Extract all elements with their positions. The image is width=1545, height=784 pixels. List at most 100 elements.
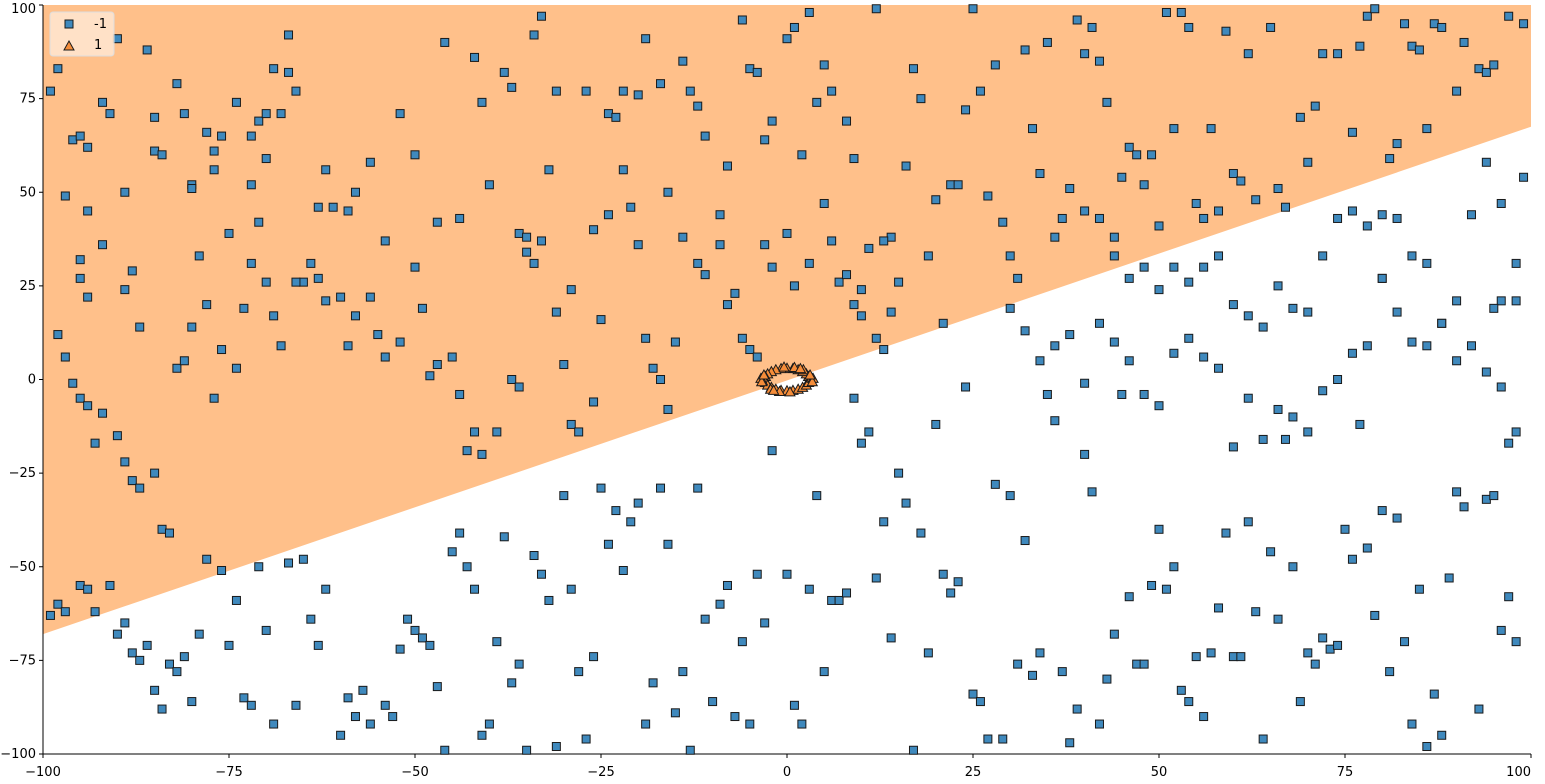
data-point-square [507, 678, 517, 688]
data-point-square [1065, 330, 1075, 340]
data-point-square [611, 506, 621, 516]
data-point-square [990, 479, 1000, 489]
data-point-square [112, 629, 122, 639]
data-point-square [127, 476, 137, 486]
data-point-square [350, 187, 360, 197]
data-point-square [901, 498, 911, 508]
data-point-square [633, 498, 643, 508]
data-point-square [98, 240, 108, 250]
data-point-square [179, 109, 189, 119]
data-point-square [551, 307, 561, 317]
data-point-square [1444, 573, 1454, 583]
data-point-square [432, 217, 442, 227]
x-tick-label: 25 [965, 765, 982, 780]
data-point-square [135, 322, 145, 332]
data-point-square [752, 352, 762, 362]
data-point-square [760, 135, 770, 145]
data-point-square [484, 180, 494, 190]
data-point-square [1258, 322, 1268, 332]
data-point-square [522, 247, 532, 257]
data-point-square [477, 730, 487, 740]
data-point-triangle [767, 384, 780, 395]
data-point-square [849, 300, 859, 310]
data-point-square [276, 109, 286, 119]
data-point-square [1072, 15, 1082, 25]
data-point-square [641, 719, 651, 729]
data-point-square [1362, 11, 1372, 21]
data-point-square [566, 584, 576, 594]
data-point-square [350, 311, 360, 321]
data-point-square [1191, 198, 1201, 208]
y-tick-label: −50 [9, 560, 36, 575]
data-point-square [1124, 592, 1134, 602]
data-point-square [45, 610, 55, 620]
data-point-square [715, 240, 725, 250]
data-point-square [246, 700, 256, 710]
data-point-square [1459, 37, 1469, 47]
data-point-square [380, 236, 390, 246]
data-point-square [1452, 86, 1462, 96]
data-point-square [75, 393, 85, 403]
data-point-square [760, 240, 770, 250]
data-point-square [1437, 318, 1447, 328]
data-point-square [455, 528, 465, 538]
data-point-square [708, 697, 718, 707]
data-point-square [507, 82, 517, 92]
data-point-square [1318, 386, 1328, 396]
data-point-square [1050, 341, 1060, 351]
data-point-square [656, 483, 666, 493]
data-point-square [1466, 210, 1476, 220]
data-point-square [1057, 667, 1067, 677]
data-point-square [782, 34, 792, 44]
data-point-square [737, 637, 747, 647]
data-point-square [1429, 19, 1439, 29]
data-point-square [1050, 232, 1060, 242]
data-point-square [447, 547, 457, 557]
y-tick-label: 75 [19, 92, 36, 107]
data-point-square [1080, 49, 1090, 59]
data-point-square [83, 292, 93, 302]
data-point-square [60, 352, 70, 362]
data-point-square [187, 184, 197, 194]
data-point-square [514, 659, 524, 669]
data-point-square [440, 745, 450, 755]
data-point-square [1251, 607, 1261, 617]
data-point-square [804, 258, 814, 268]
data-point-square [842, 116, 852, 126]
data-point-square [1511, 427, 1521, 437]
data-point-square [827, 86, 837, 96]
data-point-square [395, 109, 405, 119]
data-point-square [1414, 45, 1424, 55]
data-point-square [603, 210, 613, 220]
data-point-square [1452, 296, 1462, 306]
data-point-square [648, 363, 658, 373]
data-point-square [1407, 41, 1417, 51]
data-point-square [1087, 22, 1097, 32]
series-class-neg-1 [45, 4, 1529, 755]
data-point-square [1132, 150, 1142, 160]
data-point-square [834, 277, 844, 287]
x-tick-label: −50 [401, 765, 428, 780]
data-point-square [1310, 659, 1320, 669]
data-point-square [1169, 262, 1179, 272]
data-point-triangle [758, 368, 770, 380]
data-point-square [1392, 213, 1402, 223]
data-point-square [1214, 603, 1224, 613]
data-point-square [1065, 738, 1075, 748]
data-point-square [120, 187, 130, 197]
data-point-square [187, 322, 197, 332]
data-point-square [135, 483, 145, 493]
data-point-square [842, 588, 852, 598]
data-point-square [269, 64, 279, 74]
data-point-square [641, 333, 651, 343]
y-tick-label: 50 [19, 185, 36, 200]
data-point-square [715, 210, 725, 220]
data-point-square [120, 618, 130, 628]
data-point-square [871, 4, 881, 14]
data-point-square [410, 262, 420, 272]
data-point-square [462, 446, 472, 456]
y-tick-label: 100 [11, 2, 36, 17]
data-point-square [1392, 513, 1402, 523]
